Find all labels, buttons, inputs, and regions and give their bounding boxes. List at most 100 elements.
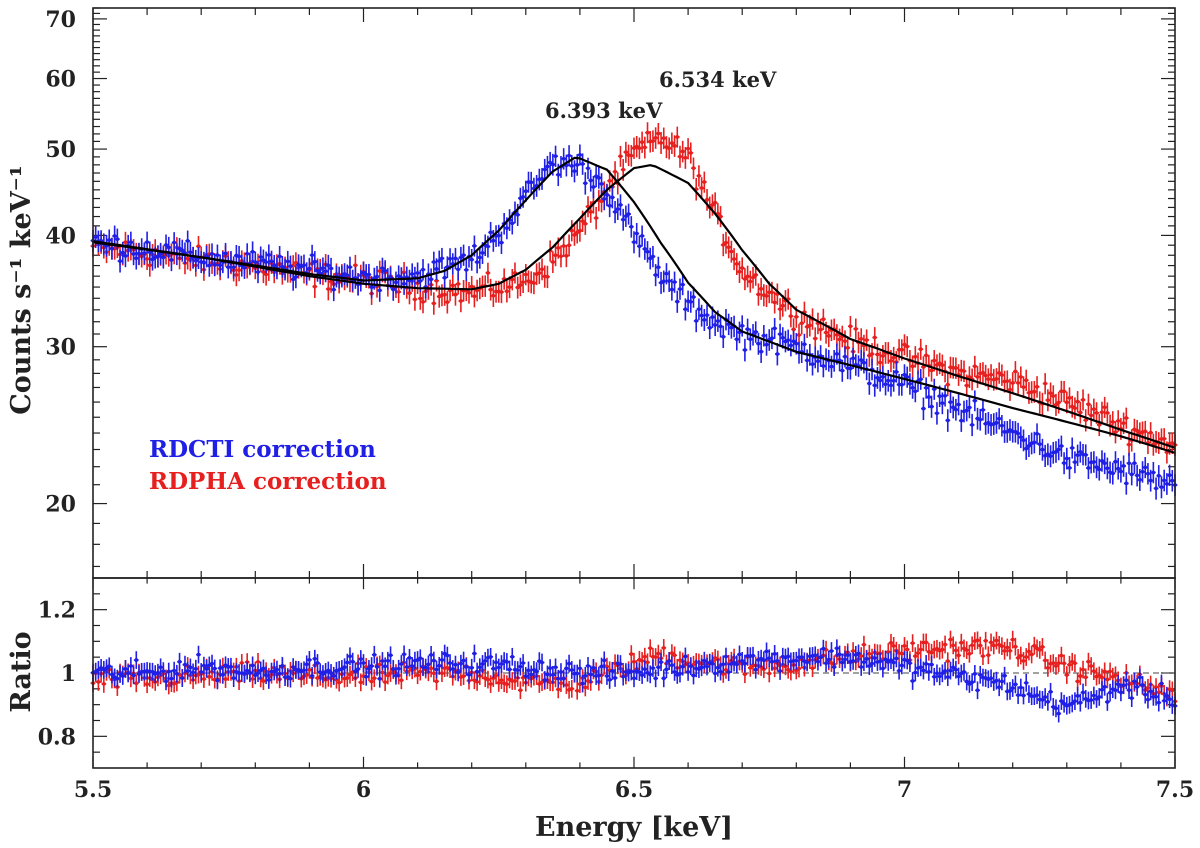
rdcti-spectrum-point bbox=[705, 313, 709, 318]
rdpha-spectrum-point bbox=[710, 202, 715, 207]
rdcti-spectrum-point bbox=[921, 406, 926, 411]
rdcti-ratio-point bbox=[786, 654, 791, 659]
rdcti-ratio-point bbox=[358, 657, 363, 661]
rdcti-ratio-point bbox=[188, 665, 193, 670]
rdpha-spectrum-point bbox=[675, 135, 680, 139]
rdcti-ratio-point bbox=[375, 664, 379, 669]
rdpha-ratio-point bbox=[886, 650, 891, 654]
rdpha-spectrum-point bbox=[521, 280, 525, 284]
rdcti-spectrum-point bbox=[161, 255, 166, 260]
rdcti-spectrum-point bbox=[951, 405, 956, 410]
rdpha-spectrum-point bbox=[1008, 387, 1012, 392]
rdpha-spectrum-point bbox=[683, 155, 688, 160]
rdpha-spectrum-point bbox=[556, 246, 561, 250]
rdcti-spectrum-point bbox=[480, 250, 485, 255]
rdcti-ratio-point bbox=[515, 668, 520, 673]
rdcti-spectrum-point bbox=[883, 382, 888, 387]
rdpha-spectrum-point bbox=[123, 240, 128, 245]
rdpha-ratio-point bbox=[385, 673, 390, 678]
rdcti-spectrum-point bbox=[626, 212, 631, 216]
rdcti-spectrum-point bbox=[651, 254, 655, 259]
rdpha-spectrum-point bbox=[1016, 381, 1021, 385]
rdcti-ratio-point bbox=[448, 661, 452, 665]
rdcti-ratio-point bbox=[266, 678, 271, 682]
rdcti-spectrum-point bbox=[545, 164, 550, 169]
rdpha-spectrum-point bbox=[897, 347, 901, 352]
rdcti-ratio-point bbox=[1008, 688, 1012, 693]
rdcti-ratio-point bbox=[642, 667, 647, 672]
rdcti-spectrum-point bbox=[188, 250, 193, 255]
rdpha-spectrum-point bbox=[1035, 384, 1039, 389]
rdpha-spectrum-point bbox=[147, 263, 152, 268]
rdpha-spectrum-point bbox=[326, 287, 331, 291]
rdcti-ratio-point bbox=[799, 655, 804, 660]
rdpha-ratio-point bbox=[1056, 661, 1061, 666]
rdpha-ratio-point bbox=[1027, 649, 1031, 654]
rdpha-spectrum-point bbox=[872, 335, 877, 340]
rdcti-ratio-point bbox=[975, 688, 980, 693]
rdpha-ratio-point bbox=[1170, 688, 1175, 693]
rdcti-ratio-point bbox=[910, 679, 915, 683]
rdpha-spectrum-point bbox=[870, 352, 874, 356]
rdcti-ratio-point bbox=[715, 665, 720, 670]
rdcti-ratio-point bbox=[672, 670, 677, 674]
rdpha-spectrum-point bbox=[1005, 379, 1010, 384]
rdpha-ratio-point bbox=[1105, 677, 1110, 682]
rdcti-ratio-point bbox=[710, 661, 715, 666]
rdcti-spectrum-point bbox=[805, 358, 810, 363]
rdpha-ratio-point bbox=[261, 679, 266, 683]
rdpha-ratio-point bbox=[1013, 644, 1018, 649]
rdcti-ratio-point bbox=[864, 657, 869, 661]
rdcti-spectrum-point bbox=[918, 377, 923, 382]
rdcti-ratio-point bbox=[740, 658, 745, 663]
rdpha-ratio-point bbox=[642, 654, 647, 659]
rdcti-ratio-point bbox=[283, 675, 287, 680]
rdpha-spectrum-point bbox=[821, 317, 826, 322]
rdcti-spectrum-point bbox=[972, 398, 977, 403]
rdcti-ratio-point bbox=[967, 682, 972, 686]
rdpha-spectrum-point bbox=[705, 197, 709, 202]
rdcti-ratio-point bbox=[610, 668, 615, 673]
rdcti-ratio-point bbox=[183, 662, 187, 667]
rdcti-spectrum-point bbox=[1078, 450, 1083, 454]
rdcti-spectrum-point bbox=[1056, 447, 1061, 452]
rdpha-ratio-point bbox=[499, 678, 504, 683]
rdcti-spectrum-point bbox=[177, 246, 182, 251]
rdpha-ratio-point bbox=[862, 642, 866, 647]
rdcti-ratio-point bbox=[410, 664, 415, 668]
rdpha-spectrum-point bbox=[569, 228, 574, 233]
rdcti-spectrum-point bbox=[1045, 452, 1050, 457]
rdcti-ratio-point bbox=[1124, 678, 1129, 683]
rdcti-spectrum-point bbox=[743, 348, 747, 352]
rdcti-ratio-point bbox=[307, 657, 312, 662]
rdpha-spectrum-point bbox=[264, 272, 269, 277]
rdpha-ratio-point bbox=[434, 679, 439, 684]
rdcti-ratio-point bbox=[264, 673, 269, 678]
rdcti-spectrum-point bbox=[578, 153, 582, 157]
rdpha-spectrum-point bbox=[458, 299, 463, 303]
rdcti-ratio-point bbox=[972, 671, 977, 676]
rdpha-spectrum-point bbox=[540, 267, 544, 272]
rdcti-spectrum-point bbox=[629, 224, 634, 229]
rdcti-ratio-point bbox=[361, 661, 366, 665]
rdcti-ratio-point bbox=[1137, 675, 1142, 680]
rdcti-ratio-point bbox=[150, 669, 155, 674]
rdcti-ratio-point bbox=[494, 660, 498, 665]
rdpha-spectrum-point bbox=[659, 140, 663, 145]
rdpha-ratio-point bbox=[981, 654, 985, 659]
rdcti-ratio-point bbox=[367, 666, 371, 671]
rdpha-ratio-point bbox=[1062, 661, 1066, 666]
rdpha-spectrum-point bbox=[669, 141, 674, 145]
rdcti-ratio-point bbox=[897, 668, 901, 673]
rdcti-ratio-point bbox=[445, 653, 450, 658]
rdcti-ratio-point bbox=[545, 672, 550, 677]
rdcti-ratio-point bbox=[293, 668, 298, 672]
rdpha-ratio-point bbox=[1064, 673, 1069, 677]
rdcti-spectrum-point bbox=[761, 333, 766, 338]
rdcti-spectrum-point bbox=[621, 217, 626, 222]
rdcti-ratio-point bbox=[196, 652, 201, 657]
rdcti-spectrum-point bbox=[997, 416, 1002, 421]
rdpha-spectrum-point bbox=[1067, 395, 1072, 400]
rdcti-spectrum-point bbox=[1097, 467, 1102, 472]
